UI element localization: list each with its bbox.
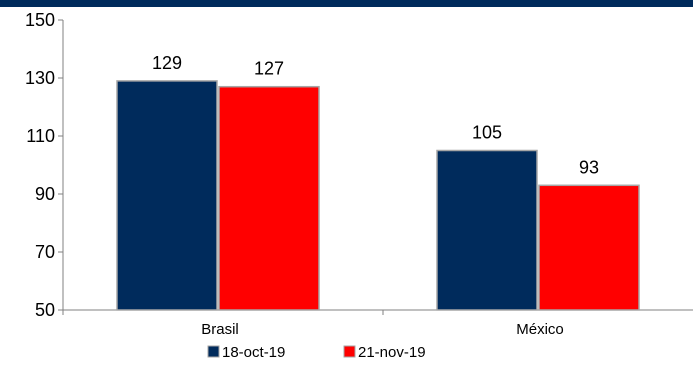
top-band <box>0 0 693 7</box>
y-tick-label: 90 <box>35 184 55 204</box>
legend-label: 21-nov-19 <box>358 344 426 361</box>
x-category-label: México <box>516 321 564 338</box>
x-category-label: Brasil <box>201 321 239 338</box>
y-tick-label: 110 <box>26 126 55 146</box>
data-label: 127 <box>254 59 284 79</box>
y-tick-label: 50 <box>35 300 55 320</box>
bar-series1-brasil <box>116 80 218 311</box>
bar-series1-mexico <box>436 149 538 311</box>
data-label: 129 <box>152 53 182 73</box>
y-tick-label: 150 <box>25 10 55 30</box>
y-tick-label: 130 <box>25 68 55 88</box>
bar-series2-mexico <box>538 184 640 311</box>
y-tick-label: 70 <box>35 242 55 262</box>
legend-label: 18-oct-19 <box>222 344 285 361</box>
legend-swatch <box>343 345 356 358</box>
data-label: 93 <box>579 157 599 177</box>
data-labels: 129 127 105 93 <box>152 53 599 177</box>
legend-swatch <box>207 345 220 358</box>
bars <box>116 80 640 311</box>
legend: 18-oct-19 21-nov-19 <box>207 344 426 361</box>
data-label: 105 <box>472 123 502 143</box>
bar-series2-brasil <box>218 85 320 311</box>
